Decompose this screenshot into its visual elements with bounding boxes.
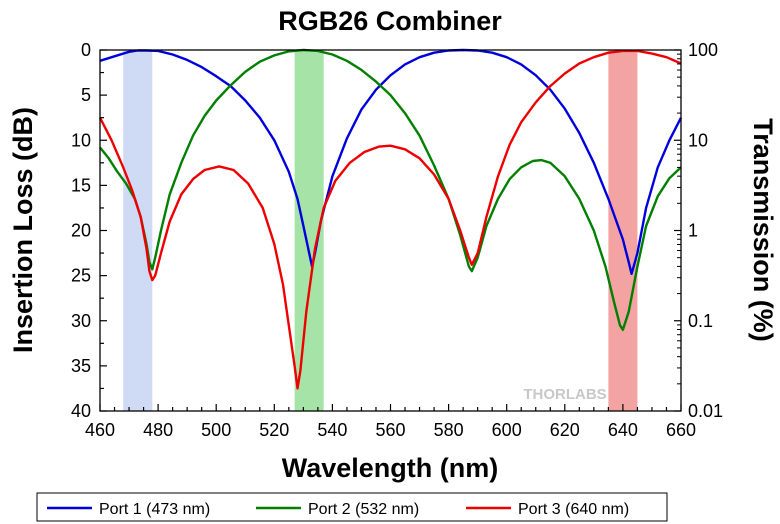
series-line-port-1 <box>99 48 683 275</box>
y-axis-ticks: 0 5 10 15 20 25 30 35 40 <box>71 40 107 421</box>
y-tick-label: 40 <box>71 401 91 421</box>
y-tick-label: 0 <box>81 40 91 60</box>
series-line-port-2 <box>99 48 682 331</box>
legend-label-port-1: Port 1 (473 nm) <box>99 501 210 518</box>
x-tick-label: 520 <box>259 420 289 440</box>
x-tick-label: 640 <box>608 420 638 440</box>
x-tick-label: 500 <box>201 420 231 440</box>
y2-axis-ticks: 100 10 1 0.1 0.01 <box>674 40 723 421</box>
series-line-port-3 <box>98 49 682 390</box>
y-tick-label: 5 <box>81 85 91 105</box>
y2-tick-label: 0.1 <box>688 311 713 331</box>
x-tick-label: 560 <box>375 420 405 440</box>
y-tick-label: 35 <box>71 356 91 376</box>
y-tick-label: 25 <box>71 266 91 286</box>
x-tick-label: 580 <box>434 420 464 440</box>
y2-tick-label: 10 <box>688 130 708 150</box>
x-tick-label: 600 <box>492 420 522 440</box>
x-axis-title: Wavelength (nm) <box>282 453 499 483</box>
x-tick-label: 540 <box>317 420 347 440</box>
x-tick-label: 660 <box>666 420 696 440</box>
x-tick-label: 480 <box>143 420 173 440</box>
y2-tick-label: 0.01 <box>688 401 723 421</box>
y-axis-title: Insertion Loss (dB) <box>8 107 38 353</box>
y2-axis-title: Transmission (%) <box>748 118 778 342</box>
y-tick-label: 15 <box>71 175 91 195</box>
y2-tick-label: 1 <box>688 221 698 241</box>
y-tick-label: 10 <box>71 130 91 150</box>
brand-watermark-group: THORLABS <box>523 386 606 403</box>
highlight-band-1 <box>123 50 153 411</box>
legend: Port 1 (473 nm) Port 2 (532 nm) Port 3 (64… <box>36 492 668 522</box>
y-tick-label: 20 <box>71 221 91 241</box>
y2-tick-label: 100 <box>688 40 718 60</box>
x-tick-label: 460 <box>85 420 115 440</box>
legend-label-port-2: Port 2 (532 nm) <box>308 501 419 518</box>
legend-label-port-3: Port 3 (640 nm) <box>518 501 629 518</box>
x-axis-ticks: 460 480 500 520 540 560 580 600 620 640 660 <box>85 404 696 440</box>
legend-box <box>36 492 668 522</box>
x-tick-label: 620 <box>550 420 580 440</box>
series-lines <box>98 48 683 390</box>
brand-watermark: THORLABS <box>523 386 606 403</box>
y-tick-label: 30 <box>71 311 91 331</box>
highlight-band-3 <box>608 50 638 411</box>
chart-title: RGB26 Combiner <box>278 6 502 36</box>
